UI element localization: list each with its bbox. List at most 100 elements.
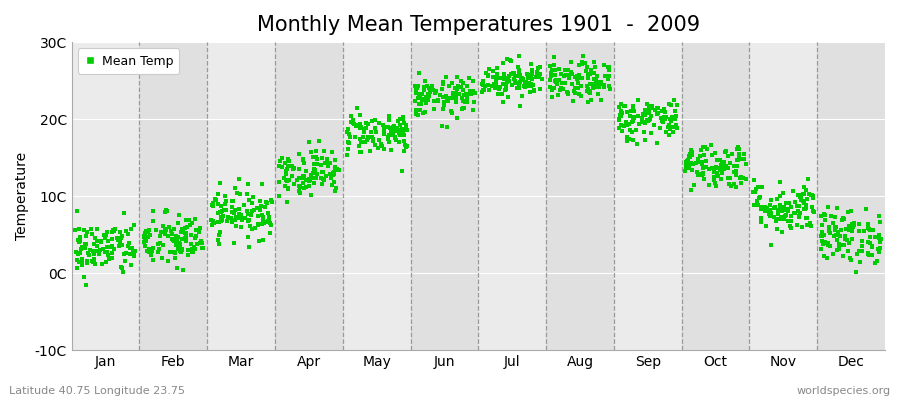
- Point: [592, 84, 607, 90]
- Point: [297, 184, 311, 191]
- Point: [773, 193, 788, 200]
- Point: [762, 207, 777, 214]
- Point: [173, 242, 187, 248]
- Point: [96, 232, 111, 239]
- Point: [176, 267, 190, 274]
- Point: [754, 184, 769, 190]
- Point: [115, 265, 130, 272]
- Point: [724, 175, 738, 181]
- Point: [320, 160, 334, 166]
- Point: [178, 225, 193, 232]
- Point: [701, 181, 716, 188]
- Point: [449, 99, 464, 106]
- Point: [80, 260, 94, 266]
- Point: [126, 249, 140, 255]
- Point: [510, 73, 525, 80]
- Point: [234, 213, 248, 219]
- Point: [489, 79, 503, 86]
- Point: [280, 166, 294, 172]
- Point: [730, 157, 744, 164]
- Point: [651, 110, 665, 116]
- Point: [421, 84, 436, 91]
- Point: [695, 159, 709, 165]
- Point: [397, 120, 411, 126]
- Point: [206, 218, 220, 225]
- Point: [302, 178, 316, 184]
- Point: [141, 248, 156, 255]
- Point: [376, 131, 391, 138]
- Point: [872, 212, 886, 219]
- Point: [397, 137, 411, 144]
- Point: [392, 116, 407, 122]
- Point: [546, 62, 561, 68]
- Point: [806, 195, 820, 201]
- Point: [751, 202, 765, 208]
- Point: [684, 187, 698, 193]
- Point: [602, 66, 616, 73]
- Point: [408, 83, 422, 89]
- Point: [656, 114, 670, 121]
- Point: [185, 249, 200, 256]
- Point: [304, 172, 319, 178]
- Point: [600, 75, 615, 82]
- Point: [625, 118, 639, 125]
- Title: Monthly Mean Temperatures 1901  -  2009: Monthly Mean Temperatures 1901 - 2009: [256, 15, 700, 35]
- Point: [656, 113, 670, 120]
- Point: [861, 252, 876, 258]
- Point: [594, 96, 608, 103]
- Point: [843, 208, 858, 214]
- Point: [169, 233, 184, 240]
- Point: [860, 250, 875, 257]
- Point: [231, 206, 246, 212]
- Point: [215, 217, 230, 224]
- Point: [861, 220, 876, 227]
- Point: [713, 166, 727, 173]
- Point: [448, 85, 463, 91]
- Point: [441, 98, 455, 104]
- Point: [74, 245, 88, 252]
- Point: [860, 223, 875, 229]
- Point: [307, 180, 321, 186]
- Point: [475, 87, 490, 94]
- Point: [861, 250, 876, 256]
- Point: [466, 78, 481, 85]
- Point: [842, 226, 856, 233]
- Point: [827, 224, 842, 230]
- Point: [148, 227, 163, 233]
- Point: [104, 229, 119, 236]
- Point: [734, 174, 748, 180]
- Point: [433, 92, 447, 98]
- Point: [491, 70, 505, 77]
- Point: [248, 225, 262, 231]
- Point: [162, 249, 176, 255]
- Point: [638, 137, 652, 143]
- Point: [823, 242, 837, 249]
- Point: [830, 236, 844, 243]
- Point: [565, 81, 580, 88]
- Point: [665, 114, 680, 120]
- Point: [228, 185, 242, 191]
- Point: [145, 248, 159, 254]
- Point: [612, 116, 626, 123]
- Point: [241, 244, 256, 250]
- Point: [504, 70, 518, 77]
- Point: [409, 85, 423, 92]
- Point: [670, 125, 684, 131]
- Point: [543, 63, 557, 69]
- Point: [709, 163, 724, 170]
- Point: [295, 156, 310, 162]
- Point: [829, 232, 843, 238]
- Point: [413, 95, 428, 102]
- Point: [503, 56, 517, 63]
- Point: [408, 98, 422, 104]
- Point: [239, 191, 254, 198]
- Point: [303, 192, 318, 199]
- Point: [643, 116, 657, 122]
- Point: [176, 226, 190, 232]
- Point: [246, 194, 260, 200]
- Point: [865, 244, 879, 250]
- Point: [272, 163, 286, 169]
- Point: [715, 167, 729, 173]
- Point: [300, 176, 314, 183]
- Point: [153, 240, 167, 246]
